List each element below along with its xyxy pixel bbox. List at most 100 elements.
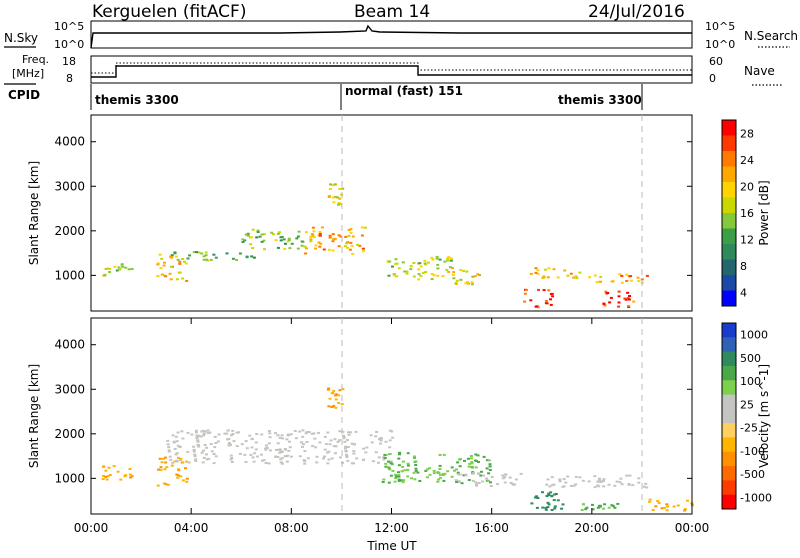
power-cell xyxy=(536,272,540,275)
power-feature xyxy=(523,288,555,309)
velocity-cell xyxy=(301,445,304,448)
velocity-cell xyxy=(442,453,446,456)
velocity-colorbar-swatch xyxy=(722,408,736,424)
velocity-cell xyxy=(334,394,338,397)
velocity-cell xyxy=(556,499,560,502)
velocity-cell xyxy=(213,435,217,438)
velocity-cell xyxy=(278,448,282,451)
velocity-cell xyxy=(666,505,669,508)
power-cell xyxy=(279,239,283,242)
power-colorbar-swatch xyxy=(722,228,736,245)
velocity-cell xyxy=(412,455,416,458)
power-cell xyxy=(405,270,409,273)
velocity-cell xyxy=(561,503,565,506)
power-cell xyxy=(337,202,341,204)
velocity-cell xyxy=(129,476,133,479)
velocity-cell xyxy=(406,452,410,455)
velocity-cell xyxy=(397,475,401,478)
velocity-cell xyxy=(124,474,128,477)
velocity-cell xyxy=(602,507,606,510)
velocity-cell xyxy=(471,471,475,474)
velocity-cell xyxy=(106,475,110,478)
velocity-cell xyxy=(232,440,236,443)
velocity-cell xyxy=(334,398,338,401)
power-cell xyxy=(286,240,290,243)
power-cell xyxy=(575,277,579,280)
power-cell xyxy=(536,269,540,272)
power-cell xyxy=(417,268,421,271)
velocity-cell xyxy=(503,481,507,484)
velocity-cell xyxy=(187,461,191,464)
velocity-cell xyxy=(455,481,459,483)
power-cell xyxy=(361,247,365,250)
velocity-xtick-label: 00:00 xyxy=(74,521,109,535)
velocity-cell xyxy=(580,509,584,511)
power-cell xyxy=(103,274,107,277)
velocity-cell xyxy=(249,453,253,456)
velocity-cell xyxy=(383,456,387,459)
power-cell xyxy=(156,275,160,277)
velocity-cell xyxy=(365,446,369,449)
power-cell xyxy=(617,290,621,293)
power-cell xyxy=(336,196,339,199)
power-cell xyxy=(341,187,345,190)
velocity-cell xyxy=(281,437,285,440)
velocity-cell xyxy=(402,469,406,472)
velocity-cell xyxy=(229,458,233,461)
velocity-cell xyxy=(185,460,189,463)
velocity-cell xyxy=(178,446,182,448)
velocity-cell xyxy=(322,457,325,460)
velocity-cell xyxy=(169,458,173,461)
velocity-xlabel: Time UT xyxy=(366,539,417,553)
velocity-cell xyxy=(176,444,180,447)
power-cell xyxy=(331,233,335,236)
velocity-cell xyxy=(179,475,183,478)
velocity-cell xyxy=(387,467,391,470)
nave-tick-top: 60 xyxy=(709,55,723,68)
velocity-cell xyxy=(364,451,368,454)
velocity-cell xyxy=(384,440,388,443)
velocity-cell xyxy=(332,404,336,407)
velocity-cell xyxy=(599,481,603,484)
velocity-cell xyxy=(446,470,450,473)
power-feature xyxy=(386,255,454,281)
velocity-feature xyxy=(326,387,345,409)
velocity-cell xyxy=(572,484,576,487)
velocity-cell xyxy=(326,388,330,391)
velocity-cell xyxy=(553,493,557,496)
velocity-cell xyxy=(374,435,378,438)
velocity-cell xyxy=(274,432,277,435)
freq-unit: [MHz] xyxy=(12,67,44,80)
velocity-cell xyxy=(437,478,441,481)
power-cell xyxy=(156,263,160,266)
power-cell xyxy=(327,194,331,197)
power-cell xyxy=(318,230,322,233)
velocity-cell xyxy=(195,434,199,437)
power-cell xyxy=(314,247,318,250)
velocity-cell xyxy=(394,473,397,476)
velocity-cell xyxy=(546,478,550,481)
power-cell xyxy=(392,273,396,276)
velocity-cell xyxy=(280,457,284,460)
velocity-cell xyxy=(176,476,180,479)
freq-label: Freq. xyxy=(22,53,49,66)
velocity-cell xyxy=(231,433,235,435)
velocity-cell xyxy=(192,445,196,448)
power-cell xyxy=(349,228,353,231)
velocity-cell xyxy=(301,435,305,438)
velocity-cell xyxy=(370,441,374,444)
velocity-cell xyxy=(210,450,214,453)
velocity-cell xyxy=(482,455,486,458)
velocity-cell xyxy=(274,455,278,458)
velocity-cell xyxy=(397,457,401,460)
velocity-cell xyxy=(102,465,106,468)
velocity-cell xyxy=(628,474,632,477)
velocity-cell xyxy=(544,508,548,511)
power-cell xyxy=(108,271,112,273)
velocity-cell xyxy=(597,504,601,507)
velocity-cell xyxy=(618,481,622,484)
velocity-cell xyxy=(303,450,307,453)
velocity-cell xyxy=(307,431,311,434)
velocity-cell xyxy=(197,434,201,437)
velocity-cell xyxy=(414,460,418,463)
